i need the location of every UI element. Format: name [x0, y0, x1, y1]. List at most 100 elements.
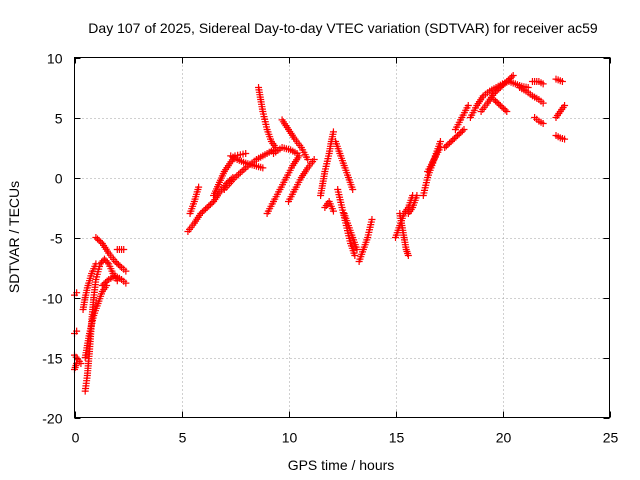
data-point-interp: [501, 106, 509, 114]
data-point: [561, 135, 569, 143]
y-tick-label: -10: [42, 291, 62, 307]
data-point-interp: [442, 142, 450, 150]
data-point: [195, 183, 203, 191]
data-point-interp: [103, 277, 111, 285]
series-arc-l: [186, 183, 203, 217]
data-point: [490, 90, 498, 97]
series-arc-ad: [419, 138, 444, 199]
series-arc-s: [285, 156, 318, 205]
series-arc-p: [255, 84, 280, 151]
data-point-interp: [492, 88, 500, 96]
data-point-interp: [450, 135, 458, 142]
series-arc-an: [552, 75, 566, 85]
data-point: [351, 252, 359, 259]
data-point-interp: [504, 76, 512, 84]
x-tick-label: 20: [496, 430, 512, 446]
data-point: [404, 252, 412, 259]
data-point-interp: [200, 207, 208, 214]
series-arc-q: [263, 152, 303, 217]
series-arc-d: [71, 351, 85, 367]
series-arc-am: [531, 114, 547, 127]
series-arc-v: [321, 198, 337, 215]
data-point: [329, 128, 337, 136]
series-arc-af: [441, 126, 468, 151]
series-arc-i: [98, 272, 130, 289]
chart-title: Day 107 of 2025, Sidereal Day-to-day VTE…: [88, 20, 598, 36]
series-arc-j: [113, 246, 128, 253]
data-point-interp: [100, 280, 108, 288]
series-arc-al: [528, 78, 547, 88]
data-point-interp: [455, 130, 463, 138]
x-tick-label: 5: [179, 430, 187, 446]
data-point: [447, 138, 455, 145]
data-point-interp: [493, 87, 501, 94]
data-point: [460, 126, 468, 133]
data-point-interp: [500, 81, 508, 88]
y-tick-label: 5: [55, 111, 63, 127]
series-arc-ap: [552, 132, 569, 143]
series-arc-y: [340, 210, 361, 253]
data-point: [122, 279, 130, 287]
data-point-interp: [444, 141, 452, 148]
x-tick-label: 10: [282, 430, 298, 446]
data-point: [77, 360, 85, 367]
series-arc-r: [278, 116, 312, 163]
x-tick-label: 25: [603, 430, 619, 446]
data-point: [122, 267, 130, 275]
data-point-interp: [446, 139, 454, 147]
data-point-interp: [236, 169, 244, 177]
series-arc-aj: [490, 96, 511, 115]
series-arc-ac: [404, 192, 421, 217]
data-point: [120, 246, 128, 253]
data-point-interp: [202, 205, 210, 213]
data-point: [98, 282, 106, 289]
data-point-interp: [457, 129, 465, 136]
data-points: [71, 72, 569, 395]
data-point: [92, 234, 100, 241]
series-arc-h: [92, 234, 130, 275]
data-point: [509, 72, 517, 79]
data-point: [329, 207, 337, 215]
series-arc-b: [71, 327, 81, 337]
data-point: [293, 150, 301, 157]
data-point-interp: [116, 262, 124, 270]
data-point-interp: [495, 85, 503, 93]
data-point: [558, 78, 566, 85]
data-point: [503, 78, 511, 85]
data-point: [203, 204, 211, 211]
data-point: [413, 192, 421, 199]
y-tick-label: -15: [42, 351, 62, 367]
series-arc-c: [71, 289, 81, 299]
series-arc-ae: [424, 144, 444, 175]
data-point-interp: [235, 170, 243, 178]
data-point: [441, 144, 449, 151]
data-point: [197, 210, 205, 217]
data-point-interp: [500, 105, 508, 112]
grid-lines: [74, 57, 610, 418]
y-tick-label: -5: [50, 231, 63, 247]
data-point: [454, 132, 462, 139]
x-tick-label: 0: [72, 430, 80, 446]
data-point: [368, 216, 376, 223]
y-tick-label: -20: [42, 411, 62, 427]
data-point-interp: [508, 73, 516, 81]
x-tick-label: 15: [389, 430, 405, 446]
series-arc-ab: [396, 210, 412, 259]
plot-frame: [74, 57, 610, 418]
data-point-interp: [493, 99, 501, 106]
series-arc-w: [332, 138, 357, 193]
data-point: [539, 120, 547, 127]
data-point: [539, 99, 547, 107]
series-arc-u: [317, 128, 337, 199]
data-point-interp: [498, 82, 506, 90]
data-point-interp: [501, 79, 509, 87]
data-point-interp: [492, 97, 500, 105]
axis-ticks: 0 5 10 15 20 25 -20 -15 -10 -5 0 5 10: [42, 51, 618, 446]
data-point-interp: [452, 133, 460, 141]
data-point-interp: [458, 127, 466, 135]
series-arc-z: [355, 216, 376, 265]
data-point-interp: [114, 261, 122, 268]
data-point: [349, 186, 357, 193]
data-point-interp: [240, 166, 248, 173]
